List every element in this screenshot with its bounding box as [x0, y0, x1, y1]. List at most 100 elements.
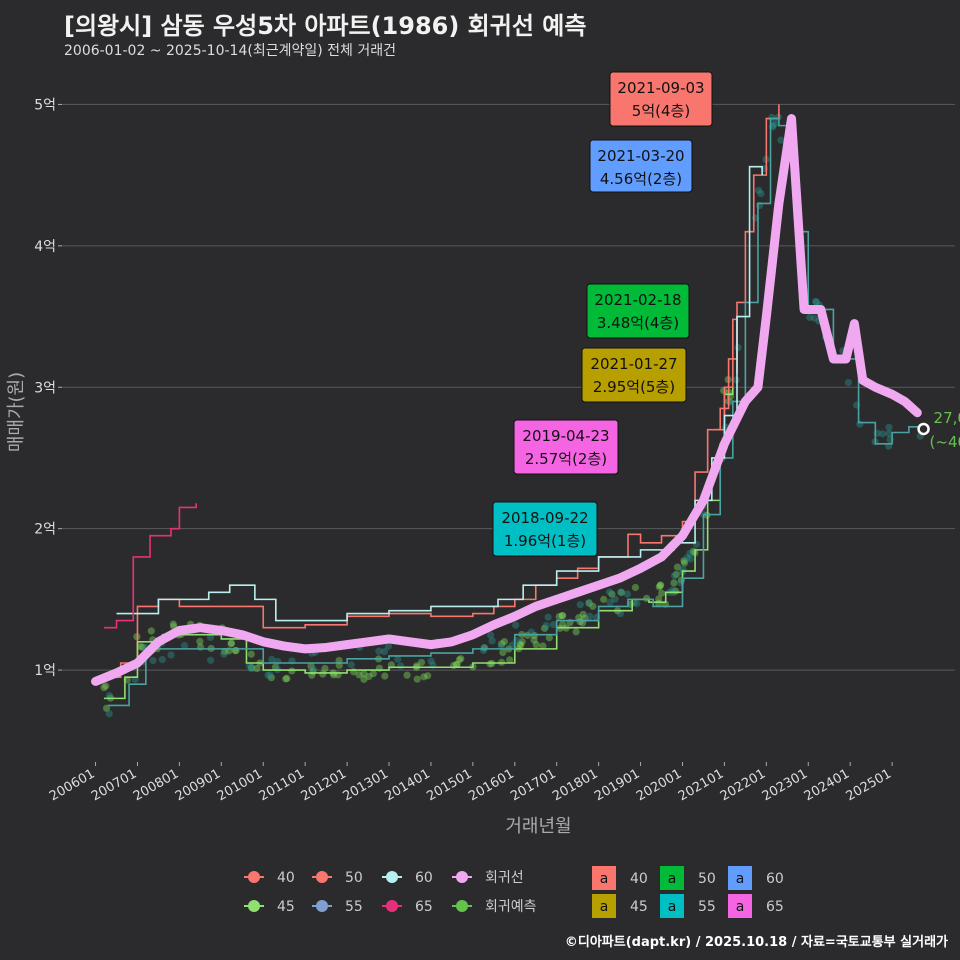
forecast-value-label: 27,050	[934, 409, 960, 427]
regression-line	[91, 114, 922, 686]
annotation-date: 2021-09-03	[617, 79, 704, 97]
scatter-point-45	[232, 646, 240, 655]
scatter-point-45	[369, 669, 377, 678]
legend-box-glyph: a	[668, 871, 677, 887]
series-line-50	[716, 318, 738, 431]
scatter-point-45	[147, 627, 155, 635]
scatter-point-45	[486, 660, 494, 668]
scatter-point-55	[544, 613, 552, 621]
scatter-point-55	[245, 662, 254, 670]
x-tick-label: 200801	[131, 766, 181, 804]
legend-box-label: 55	[698, 899, 716, 915]
scatter-point-55	[512, 621, 520, 629]
x-tick-label: 200601	[47, 766, 97, 804]
scatter-point-55	[264, 671, 272, 679]
scatter-point-45	[545, 634, 553, 642]
scatter-point-45	[670, 579, 678, 587]
scatter-point-55	[734, 344, 742, 352]
scatter-point-55	[692, 540, 701, 549]
scatter-point-55	[755, 186, 763, 194]
x-tick-label: 201301	[341, 766, 391, 804]
x-tick-label: 202501	[844, 766, 894, 804]
scatter-point-45	[283, 674, 291, 683]
scatter-point-55	[397, 662, 405, 670]
scatter-point-55	[220, 650, 228, 658]
scatter-point-45	[169, 620, 177, 628]
scatter-point-55	[105, 691, 114, 700]
scatter-point-55	[844, 378, 853, 387]
scatter-point-45	[575, 614, 583, 622]
scatter-point-55	[606, 598, 614, 606]
legend-label: 50	[345, 870, 363, 886]
scatter-point-55	[480, 644, 488, 652]
x-tick-label: 201601	[466, 766, 516, 804]
scatter-point-45	[282, 675, 290, 683]
x-tick-label: 202001	[634, 766, 684, 804]
scatter-point-55	[617, 588, 625, 596]
scatter-point-55	[616, 609, 624, 618]
x-tick-label: 202401	[802, 766, 852, 804]
legend-box-glyph: a	[668, 899, 677, 915]
scatter-point-45	[539, 642, 547, 650]
legend-box	[728, 866, 752, 890]
x-tick-label: 201401	[382, 766, 432, 804]
scatter-point-55	[605, 588, 614, 596]
scatter-point-45	[319, 670, 327, 678]
scatter-point-55	[732, 376, 740, 384]
x-tick-label: 201701	[508, 766, 558, 804]
scatter-point-55	[487, 631, 495, 639]
annotation-box-60	[589, 139, 693, 193]
legend-box	[660, 894, 684, 918]
scatter-point-45	[532, 641, 540, 649]
scatter-point-55	[207, 656, 215, 664]
scatter-point-55	[309, 665, 317, 673]
legend-box-label: 50	[698, 871, 716, 887]
scatter-point-45	[558, 611, 566, 620]
scatter-point-45	[288, 667, 296, 675]
scatter-point-45	[247, 650, 255, 658]
series-line-45	[103, 387, 734, 700]
scatter-point-55	[812, 297, 820, 306]
annotation-box-40	[609, 71, 713, 127]
y-tick-label: 3억	[34, 380, 56, 396]
scatter-point-55	[394, 655, 402, 663]
scatter-point-45	[540, 624, 549, 632]
scatter-point-45	[137, 643, 145, 651]
legend-box	[728, 894, 752, 918]
scatter-point-45	[455, 656, 464, 664]
scatter-point-55	[167, 651, 175, 659]
legend-label: 40	[277, 870, 295, 886]
scatter-point-45	[221, 647, 229, 656]
scatter-point-55	[497, 642, 505, 650]
scatter-point-55	[542, 621, 550, 630]
scatter-point-45	[658, 589, 666, 597]
scatter-point-55	[576, 601, 584, 609]
legend-label: 45	[277, 899, 295, 915]
legend-box-label: 45	[630, 899, 648, 915]
annotation-price: 5억(4층)	[632, 102, 690, 120]
forecast-point	[917, 422, 930, 436]
scatter-point-45	[559, 620, 567, 629]
legend-key-dot	[386, 900, 398, 912]
scatter-point-45	[655, 595, 663, 603]
scatter-point-45	[608, 590, 616, 598]
scatter-point-45	[530, 636, 538, 644]
scatter-point-55	[771, 119, 779, 127]
scatter-point-45	[420, 673, 428, 681]
scatter-point-45	[506, 656, 514, 664]
legend-label: 60	[415, 870, 433, 886]
scatter-point-45	[365, 672, 373, 681]
annotation-price: 2.57억(2층)	[525, 450, 607, 468]
scatter-point-45	[403, 671, 411, 679]
chart-title: [의왕시] 삼동 우성5차 아파트(1986) 회귀선 예측	[64, 12, 587, 40]
annotation-price: 1.96억(1층)	[504, 532, 586, 550]
x-tick-label: 201001	[215, 766, 265, 804]
x-tick-label: 202201	[718, 766, 768, 804]
scatter-point-45	[457, 654, 465, 663]
scatter-point-55	[585, 599, 593, 607]
scatter-point-45	[453, 660, 461, 669]
legend-box-glyph: a	[736, 899, 745, 915]
annotation-date: 2021-01-27	[590, 355, 677, 373]
legend-box-label: 40	[630, 871, 648, 887]
